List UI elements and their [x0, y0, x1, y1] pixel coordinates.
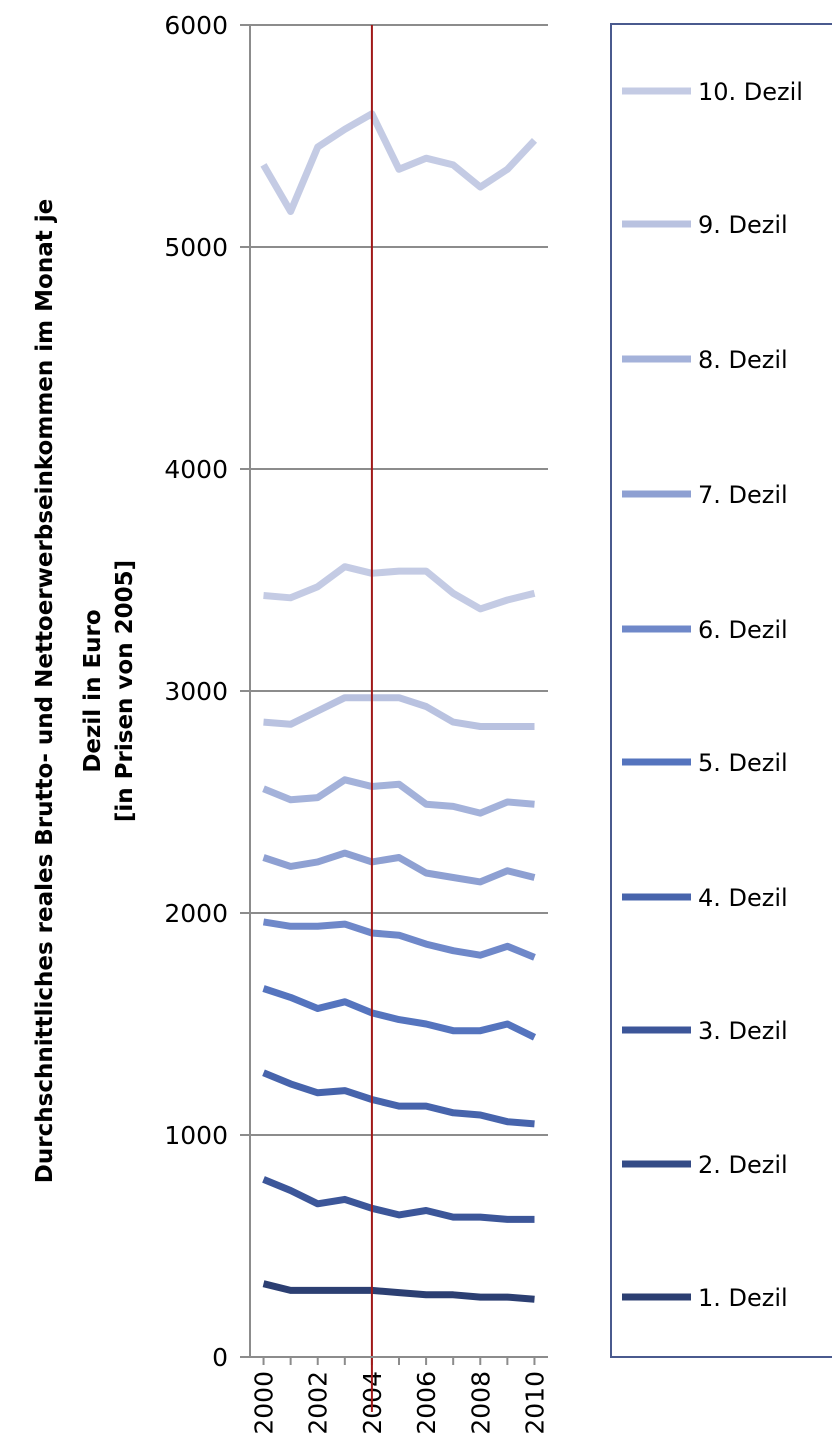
series-line-2 — [263, 563, 536, 613]
y-axis-title-line: [in Prisen von 2005] — [112, 560, 138, 822]
series-line-6 — [262, 918, 536, 961]
x-tick-label: 2008 — [466, 1371, 495, 1435]
y-tick-label: 2000 — [164, 899, 228, 928]
y-axis-ticks: 0 1000 2000 3000 4000 5000 6000 — [164, 11, 250, 1372]
legend-label: 10. Dezil — [698, 78, 803, 106]
legend-label: 9. Dezil — [698, 211, 788, 239]
x-tick-label: 2010 — [520, 1371, 549, 1435]
x-tick-label: 2000 — [250, 1371, 279, 1435]
axes — [249, 25, 548, 1358]
series-line-7 — [262, 985, 537, 1041]
legend-label: 5. Dezil — [698, 749, 788, 777]
x-axis-ticks: 2000 2002 2004 2006 2008 2010 — [250, 1357, 549, 1435]
series-line-10 — [262, 1280, 535, 1303]
x-tick-label: 2002 — [304, 1371, 333, 1435]
y-axis-title-line: Dezil in Euro — [80, 609, 106, 772]
y-axis-title-line: Durchschnittliches reales Brutto- und Ne… — [32, 199, 58, 1183]
series-line-5 — [262, 849, 536, 886]
y-tick-label: 0 — [212, 1343, 228, 1372]
y-tick-label: 6000 — [164, 11, 228, 40]
series-line-1 — [260, 110, 538, 215]
series-line-4 — [262, 776, 535, 817]
series-line-9 — [262, 1176, 535, 1223]
y-tick-label: 1000 — [164, 1121, 228, 1150]
y-tick-label: 3000 — [164, 677, 228, 706]
y-tick-label: 4000 — [164, 455, 228, 484]
legend-label: 8. Dezil — [698, 346, 788, 374]
legend-label: 3. Dezil — [698, 1017, 788, 1045]
gridlines — [250, 24, 548, 1136]
legend-label: 4. Dezil — [698, 884, 788, 912]
legend-box — [610, 23, 832, 1358]
legend-label: 1. Dezil — [698, 1284, 788, 1312]
y-tick-label: 5000 — [164, 233, 228, 262]
legend-label: 2. Dezil — [698, 1151, 788, 1179]
x-tick-label: 2006 — [412, 1371, 441, 1435]
y-axis-title: Durchschnittliches reales Brutto- und Ne… — [32, 199, 138, 1183]
series-lines — [260, 110, 538, 1303]
legend-label: 7. Dezil — [698, 481, 788, 509]
series-line-8 — [262, 1069, 535, 1128]
series-line-3 — [263, 694, 535, 730]
legend-label: 6. Dezil — [698, 616, 788, 644]
legend: 10. Dezil 9. Dezil 8. Dezil 7. Dezil 6. Dezi… — [610, 23, 832, 1358]
